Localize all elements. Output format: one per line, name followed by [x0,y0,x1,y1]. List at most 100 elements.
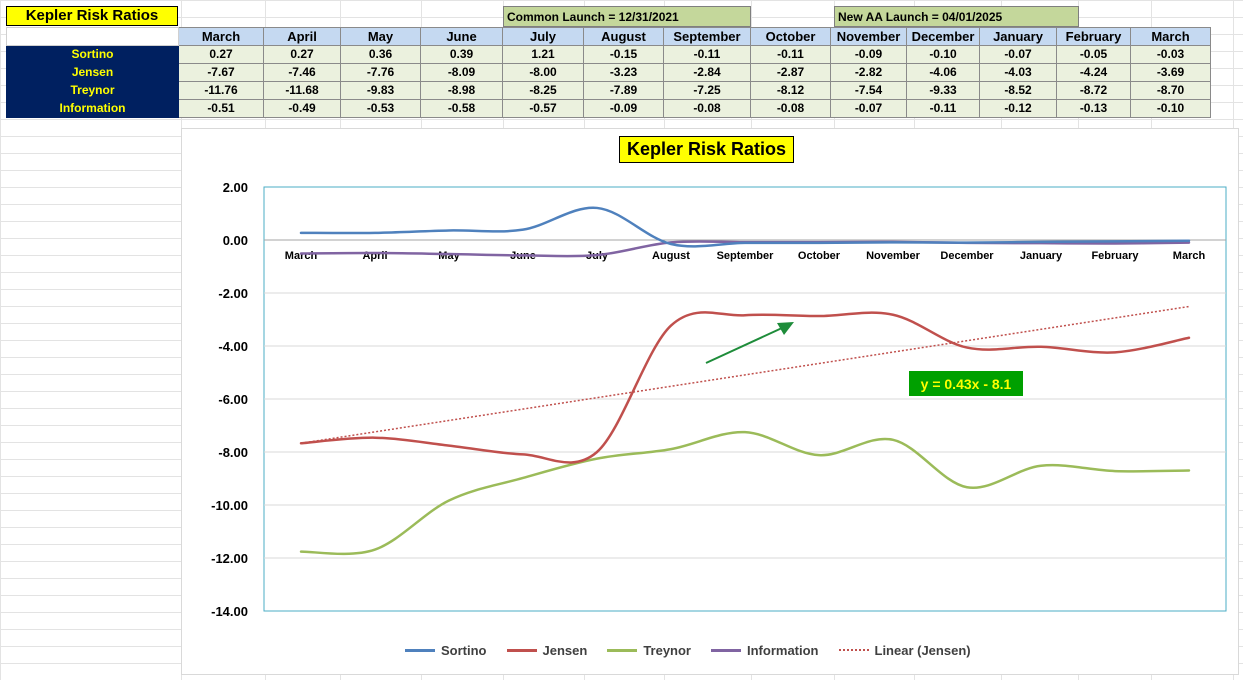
value-cell[interactable]: -0.58 [420,99,503,118]
trendline-equation-label: y = 0.43x - 8.1 [921,376,1012,392]
legend-label: Linear (Jensen) [874,642,971,658]
value-cell[interactable]: -0.10 [1130,99,1211,118]
y-tick-label: 2.00 [223,180,248,195]
month-header-cell[interactable]: November [830,27,907,46]
row-label-cell[interactable]: Treynor [6,81,179,100]
ratio-row-jensen: Jensen -7.67 -7.46 -7.76 -8.09 -8.00 -3.23 -2.8… [6,63,1211,82]
value-cell[interactable]: 0.39 [420,45,503,64]
value-cell[interactable]: -8.09 [420,63,503,82]
value-cell[interactable]: -0.07 [979,45,1057,64]
ratio-row-sortino: Sortino 0.27 0.27 0.36 0.39 1.21 -0.15 -0.11 -0.… [6,45,1211,64]
chart-legend[interactable]: Sortino Jensen Treynor Information Linear (J… [405,641,991,659]
value-cell[interactable]: -11.76 [178,81,264,100]
month-header-cell[interactable]: December [906,27,980,46]
value-cell[interactable]: -0.15 [583,45,664,64]
legend-item-jensen[interactable]: Jensen [506,643,587,658]
value-cell[interactable]: -0.05 [1056,45,1131,64]
value-cell[interactable]: -0.09 [583,99,664,118]
value-cell[interactable]: -0.12 [979,99,1057,118]
y-tick-label: -4.00 [218,339,248,354]
month-header-cell[interactable]: February [1056,27,1131,46]
chart-title[interactable]: Kepler Risk Ratios [619,136,794,163]
value-cell[interactable]: -0.53 [340,99,421,118]
x-tick-label: December [940,250,994,262]
value-cell[interactable]: -3.69 [1130,63,1211,82]
trendline-jensen [300,305,1190,444]
new-aa-launch-cell[interactable]: New AA Launch = 04/01/2025 [834,6,1079,27]
ratio-row-information: Information -0.51 -0.49 -0.53 -0.58 -0.57 -0.0… [6,99,1211,118]
value-cell[interactable]: -3.23 [583,63,664,82]
legend-item-linear-jensen[interactable]: Linear (Jensen) [838,642,971,658]
month-header-cell[interactable]: May [340,27,421,46]
value-cell[interactable]: -0.07 [830,99,907,118]
annotation-arrow-head [777,322,794,335]
row-label-cell[interactable]: Jensen [6,63,179,82]
value-cell[interactable]: -4.03 [979,63,1057,82]
legend-item-information[interactable]: Information [711,643,819,658]
value-cell[interactable]: -0.57 [502,99,584,118]
value-cell[interactable]: 0.27 [178,45,264,64]
value-cell[interactable]: -0.03 [1130,45,1211,64]
value-cell[interactable]: -8.12 [750,81,831,100]
value-cell[interactable]: -8.98 [420,81,503,100]
risk-ratios-table: March April May June July August September Octo… [6,27,1211,118]
x-tick-label: November [866,250,921,262]
y-tick-label: -10.00 [211,498,248,513]
value-cell[interactable]: 0.36 [340,45,421,64]
value-cell[interactable]: -7.67 [178,63,264,82]
month-header-cell[interactable]: June [420,27,503,46]
chart-area[interactable] [181,128,1239,675]
legend-swatch [506,648,537,652]
value-cell[interactable]: -0.10 [906,45,980,64]
value-cell[interactable]: -8.00 [502,63,584,82]
row-label-cell[interactable]: Information [6,99,179,118]
value-cell[interactable]: -7.76 [340,63,421,82]
common-launch-cell[interactable]: Common Launch = 12/31/2021 [503,6,751,27]
value-cell[interactable]: -0.49 [263,99,341,118]
value-cell[interactable]: -11.68 [263,81,341,100]
value-cell[interactable]: -9.33 [906,81,980,100]
value-cell[interactable]: -8.72 [1056,81,1131,100]
month-header-cell[interactable]: March [1130,27,1211,46]
value-cell[interactable]: -0.13 [1056,99,1131,118]
value-cell[interactable]: -7.89 [583,81,664,100]
value-cell[interactable]: -2.84 [663,63,751,82]
x-tick-label: March [285,250,318,262]
value-cell[interactable]: 1.21 [502,45,584,64]
month-header-cell[interactable]: April [263,27,341,46]
x-tick-label: September [717,250,775,262]
value-cell[interactable]: -8.25 [502,81,584,100]
value-cell[interactable]: -0.08 [750,99,831,118]
value-cell[interactable]: -2.82 [830,63,907,82]
value-cell[interactable]: -0.11 [663,45,751,64]
legend-swatch [711,648,741,652]
legend-label: Treynor [643,642,691,658]
month-header-cell[interactable]: September [663,27,751,46]
legend-item-treynor[interactable]: Treynor [607,643,691,658]
legend-item-sortino[interactable]: Sortino [405,643,487,658]
month-header-cell[interactable]: October [750,27,831,46]
y-tick-label: -2.00 [218,286,248,301]
x-tick-label: October [798,250,841,262]
value-cell[interactable]: -0.51 [178,99,264,118]
series-line-jensen [299,311,1191,464]
value-cell[interactable]: -0.08 [663,99,751,118]
y-tick-label: -8.00 [218,445,248,460]
value-cell[interactable]: -4.06 [906,63,980,82]
x-tick-label: March [1173,250,1206,262]
annotation-arrow-shaft [705,327,783,364]
y-tick-label: 0.00 [223,233,248,248]
sheet-title-cell[interactable]: Kepler Risk Ratios [6,6,178,26]
value-cell[interactable]: -7.54 [830,81,907,100]
value-cell[interactable]: -7.46 [263,63,341,82]
y-tick-label: -14.00 [211,604,248,619]
value-cell[interactable]: -8.52 [979,81,1057,100]
value-cell[interactable]: -0.11 [906,99,980,118]
row-label-cell[interactable]: Sortino [6,45,179,64]
month-header-cell[interactable]: July [502,27,584,46]
value-cell[interactable]: -7.25 [663,81,751,100]
legend-swatch [405,648,435,652]
value-cell[interactable]: -8.70 [1130,81,1211,100]
legend-label: Sortino [441,642,487,658]
series-line-treynor [299,430,1191,556]
